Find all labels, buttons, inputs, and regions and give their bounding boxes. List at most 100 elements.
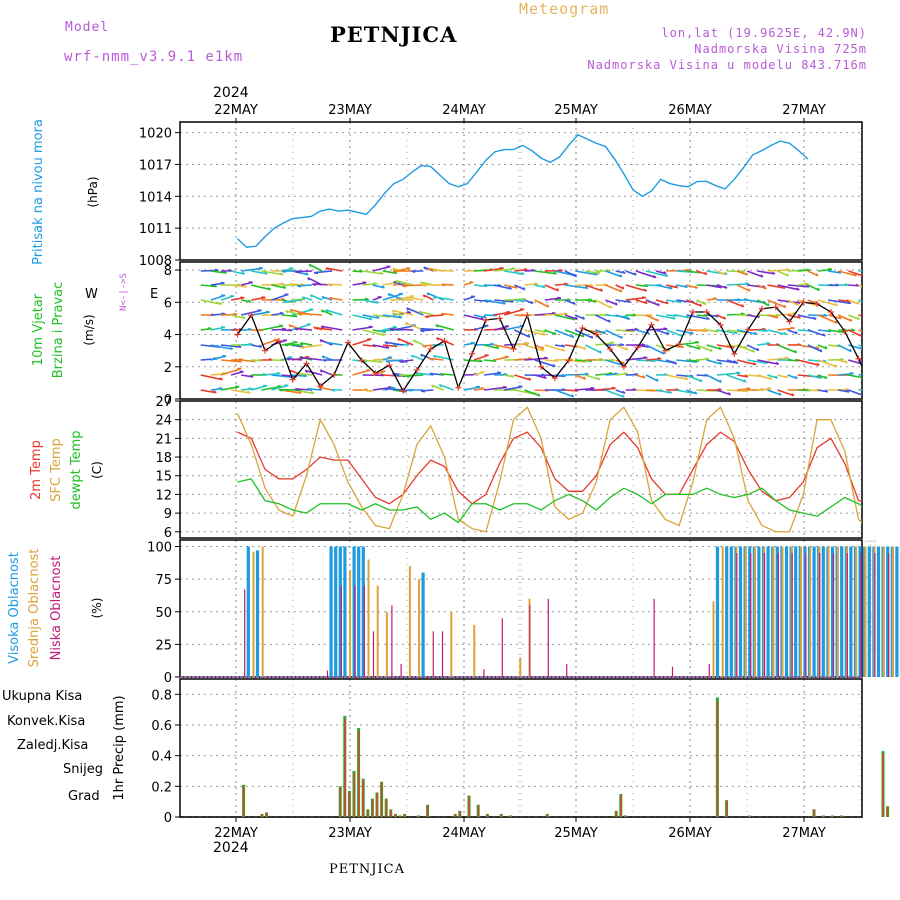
wind-arrow xyxy=(595,372,613,376)
wind-arrow-head xyxy=(834,364,838,368)
wind-arrow xyxy=(283,299,302,303)
pressure-axis-label: Pritisak na nivou mora xyxy=(31,119,46,265)
wind-arrow xyxy=(494,344,517,350)
high-cloud-bar xyxy=(738,546,743,677)
wind-arrow-head xyxy=(392,267,396,271)
conv-precip-bar xyxy=(454,814,456,817)
wind-arrow xyxy=(251,311,270,316)
wind-arrow-head xyxy=(684,284,688,288)
wind-arrow xyxy=(411,354,424,361)
wind-arrow-head xyxy=(689,374,694,378)
precip-legend-label: Ukupna Kisa xyxy=(2,689,82,704)
wind-arrow xyxy=(362,270,384,275)
wind-arrow xyxy=(308,263,323,272)
wind-arrow-head xyxy=(510,374,515,378)
wind-arrow xyxy=(848,389,862,396)
wind-arrow xyxy=(220,313,238,316)
wind-arrow xyxy=(534,270,557,275)
wind-arrow-head xyxy=(844,360,848,364)
high-cloud-bar xyxy=(729,546,733,677)
wind-arrow-head xyxy=(310,390,315,395)
wind-arrow-head xyxy=(867,347,869,349)
wind-arrow-head xyxy=(322,359,327,362)
wind-arrow-head xyxy=(752,362,757,366)
wind-arrow-head xyxy=(864,394,866,396)
wind-arrow xyxy=(605,284,623,293)
wind-arrow-head xyxy=(279,272,284,276)
wind-arrow-head xyxy=(220,281,225,284)
x-tick-label-top: 22MAY xyxy=(214,103,258,118)
wind-arrow-head xyxy=(619,274,623,278)
x-tick-label-top: 25MAY xyxy=(554,103,598,118)
wind-arrow xyxy=(889,375,900,378)
wind-arrow-head xyxy=(838,316,842,320)
wind-arrow-head xyxy=(229,346,234,350)
wind-arrow xyxy=(420,327,444,331)
wind-arrow-head xyxy=(236,283,241,286)
high-cloud-bar xyxy=(812,546,816,677)
wind-arrow xyxy=(787,284,810,288)
y-tick-label: 1014 xyxy=(139,190,172,205)
high-cloud-bar xyxy=(867,546,871,677)
wind-arrow xyxy=(352,369,371,376)
wind-arrow xyxy=(828,329,846,334)
wind-arrow xyxy=(757,374,773,381)
wind-arrow xyxy=(889,345,900,347)
wind-arrow-head xyxy=(553,331,557,335)
wind-arrow xyxy=(879,345,891,347)
wind-arrow-head xyxy=(656,318,660,322)
conv-precip-bar xyxy=(265,812,268,817)
wind-arrow-head xyxy=(511,267,516,270)
wind-arrow-head xyxy=(410,354,414,358)
wind-arrow-head xyxy=(508,286,512,290)
wind-arrow-head xyxy=(796,302,800,307)
conv-precip-bar xyxy=(417,815,420,817)
wind-arrow-head xyxy=(593,299,597,303)
wind-arrow xyxy=(251,284,271,291)
wind-arrow xyxy=(797,344,820,350)
wind-arrow-head xyxy=(478,359,483,363)
high-cloud-bar xyxy=(775,546,779,677)
wind-arrow-head xyxy=(537,393,541,397)
low-cloud-bar xyxy=(326,670,329,677)
wind-arrow xyxy=(706,284,722,289)
wind-arrow-head xyxy=(641,296,646,299)
wind-arrow-head xyxy=(394,280,399,284)
wind-arrow-head xyxy=(887,345,890,347)
conv-precip-bar xyxy=(840,815,843,817)
wind-arrow xyxy=(326,341,343,346)
wind-arrow-head xyxy=(741,304,745,308)
conv-precip-bar xyxy=(376,793,378,817)
wind-arrow xyxy=(858,389,862,391)
wind-arrow xyxy=(325,267,343,272)
low-cloud-bar xyxy=(874,553,876,677)
wind-arrow xyxy=(716,389,731,396)
mid-cloud-bar xyxy=(836,546,839,677)
conv-precip-bar xyxy=(380,782,383,817)
wind-arrow-head xyxy=(541,373,546,377)
low-cloud-bar xyxy=(653,598,655,677)
mid-cloud-bar xyxy=(408,566,411,677)
wind-arrow-head xyxy=(876,335,878,337)
precip-bars-group xyxy=(180,697,890,818)
wind-arrow-head xyxy=(583,376,587,380)
wind-arrow xyxy=(534,374,547,380)
wind-arrow-head xyxy=(745,282,750,285)
wind-arrow-head xyxy=(572,301,576,305)
conv-precip-bar xyxy=(822,815,824,817)
wind-arrow xyxy=(585,374,601,381)
wind-arrow-head xyxy=(420,327,425,331)
wind-arrow xyxy=(746,344,760,352)
wind-arrow-head xyxy=(822,359,827,363)
wind-arrow xyxy=(879,329,899,330)
wind-arrow-head xyxy=(657,357,662,360)
wind-arrow-head xyxy=(606,268,611,272)
wind-arrow-head xyxy=(480,317,484,321)
wind-arrow xyxy=(726,299,744,308)
wind-arrow-head xyxy=(813,300,817,304)
wind-arrow-head xyxy=(389,328,394,332)
wind-arrow xyxy=(241,267,263,272)
wind-arrow-head xyxy=(634,372,639,376)
wind-arrow-head xyxy=(556,288,560,292)
wind-arrow-head xyxy=(643,288,648,292)
